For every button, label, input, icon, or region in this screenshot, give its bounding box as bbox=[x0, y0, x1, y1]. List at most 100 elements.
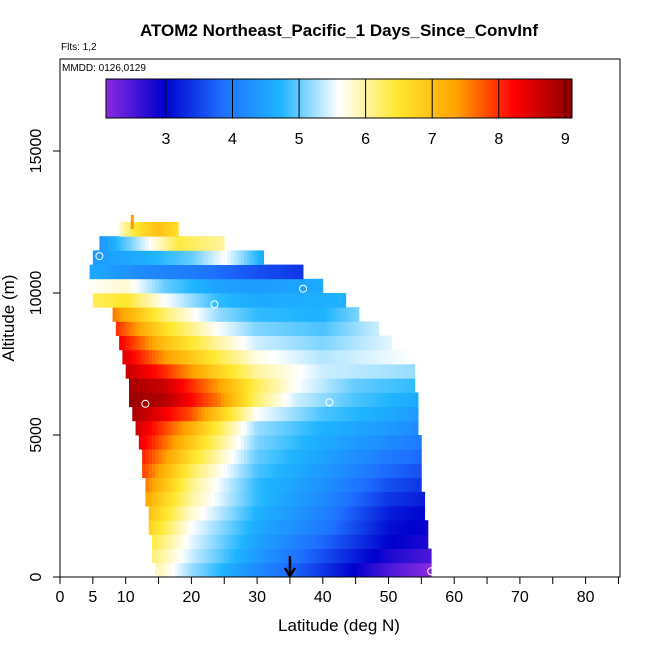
heat-cell bbox=[148, 278, 153, 294]
heat-cell bbox=[286, 293, 291, 308]
heat-cell bbox=[286, 278, 291, 294]
heat-cell bbox=[237, 506, 242, 521]
heat-cell bbox=[355, 435, 360, 450]
heat-cell bbox=[270, 364, 274, 379]
heat-cell bbox=[174, 378, 179, 393]
heat-cell bbox=[352, 491, 357, 507]
heat-cell bbox=[421, 534, 426, 549]
heat-cell bbox=[404, 435, 409, 450]
heat-cell bbox=[184, 364, 189, 379]
heat-cell bbox=[165, 293, 169, 308]
heat-cell bbox=[217, 435, 222, 450]
heat-cell bbox=[243, 392, 248, 407]
heat-cell bbox=[381, 491, 386, 507]
heat-cell bbox=[283, 335, 288, 351]
heat-cell bbox=[326, 463, 330, 478]
heat-cell bbox=[201, 435, 205, 450]
heat-cell bbox=[335, 378, 340, 393]
heat-cell bbox=[211, 548, 215, 564]
colorbar-frame bbox=[105, 78, 573, 119]
colorbar-segment bbox=[252, 79, 257, 118]
heat-cell bbox=[312, 392, 317, 407]
heat-cell bbox=[158, 506, 163, 521]
heat-cell bbox=[263, 534, 268, 549]
heat-cell bbox=[306, 463, 311, 478]
heat-cell bbox=[401, 392, 406, 407]
heat-cell bbox=[362, 392, 366, 407]
heat-cell bbox=[247, 264, 251, 280]
heat-cell bbox=[250, 491, 255, 507]
heat-cell bbox=[270, 449, 274, 464]
heat-cell bbox=[240, 449, 245, 464]
heat-cell bbox=[178, 435, 182, 450]
heat-cell bbox=[286, 264, 291, 280]
heat-cell bbox=[158, 378, 163, 393]
heat-cell bbox=[280, 420, 284, 436]
heat-cell bbox=[309, 349, 314, 365]
heat-cell bbox=[250, 548, 255, 564]
heat-cell bbox=[368, 449, 373, 464]
heat-cell bbox=[322, 392, 327, 407]
heat-cell bbox=[280, 392, 284, 407]
heat-cell bbox=[240, 534, 245, 549]
heat-cell bbox=[270, 278, 274, 294]
heat-cell bbox=[161, 349, 166, 365]
heat-cell bbox=[368, 435, 373, 450]
heat-cell bbox=[358, 548, 363, 564]
heat-cell bbox=[174, 463, 179, 478]
heat-cell bbox=[234, 534, 238, 549]
colorbar-segment bbox=[415, 79, 420, 118]
heat-cell bbox=[243, 378, 248, 393]
heat-cell bbox=[345, 378, 350, 393]
heat-cell bbox=[247, 406, 251, 422]
heat-cell bbox=[151, 278, 156, 294]
heat-cell bbox=[322, 562, 327, 578]
heat-cell bbox=[197, 321, 202, 336]
heat-cell bbox=[155, 236, 159, 251]
heat-cell bbox=[280, 335, 284, 351]
heat-cell bbox=[365, 420, 370, 436]
heat-cell bbox=[280, 364, 284, 379]
heat-cell bbox=[227, 562, 232, 578]
heat-cell bbox=[358, 534, 363, 549]
heat-cell bbox=[381, 548, 386, 564]
heat-cell bbox=[375, 335, 380, 351]
heat-cell bbox=[263, 335, 268, 351]
heat-cell bbox=[368, 491, 373, 507]
heat-cell bbox=[257, 506, 261, 521]
heat-cell bbox=[289, 420, 294, 436]
heat-cell bbox=[319, 491, 324, 507]
heat-cell bbox=[178, 449, 182, 464]
heat-cell bbox=[345, 392, 350, 407]
colorbar-segment bbox=[462, 79, 466, 118]
heat-cell bbox=[303, 321, 307, 336]
heat-cell bbox=[142, 435, 146, 450]
heat-cell bbox=[217, 506, 222, 521]
heat-cell bbox=[293, 307, 297, 322]
heat-cell bbox=[309, 534, 314, 549]
heat-cell bbox=[188, 420, 192, 436]
heat-cell bbox=[306, 278, 311, 294]
heat-cell bbox=[230, 250, 235, 265]
heat-cell bbox=[332, 463, 337, 478]
heat-cell bbox=[224, 293, 228, 308]
heat-cell bbox=[257, 562, 261, 578]
heat-cell bbox=[174, 307, 179, 322]
heat-cell bbox=[352, 435, 357, 450]
heat-cell bbox=[257, 364, 261, 379]
heat-cell bbox=[168, 562, 173, 578]
heat-cell bbox=[289, 562, 294, 578]
heat-cell bbox=[378, 520, 383, 535]
heat-cell bbox=[283, 392, 288, 407]
heat-cell bbox=[421, 506, 426, 521]
heat-cell bbox=[391, 449, 396, 464]
heat-cell bbox=[138, 364, 143, 379]
heat-cell bbox=[332, 491, 337, 507]
heat-cell bbox=[184, 349, 189, 365]
heat-cell bbox=[204, 520, 209, 535]
heat-cell bbox=[247, 307, 251, 322]
heat-cell bbox=[368, 548, 373, 564]
heat-cell bbox=[372, 392, 376, 407]
heat-cell bbox=[273, 392, 278, 407]
heat-cell bbox=[280, 449, 284, 464]
